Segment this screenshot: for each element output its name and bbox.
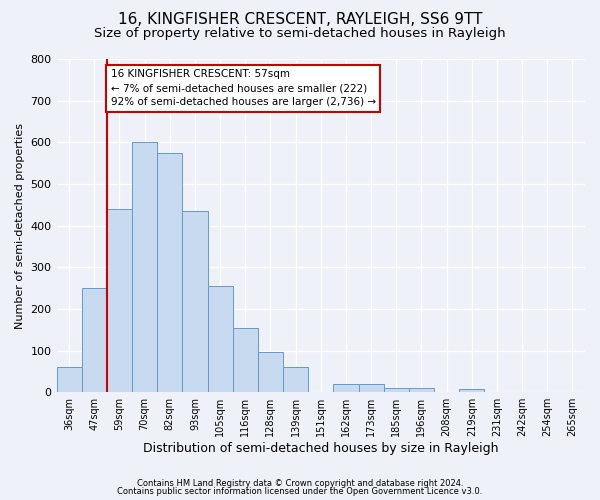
Bar [82, 288, 107, 392]
Bar [283, 367, 308, 392]
Text: 16, KINGFISHER CRESCENT, RAYLEIGH, SS6 9TT: 16, KINGFISHER CRESCENT, RAYLEIGH, SS6 9… [118, 12, 482, 28]
Bar [182, 211, 208, 392]
Text: Contains HM Land Registry data © Crown copyright and database right 2024.: Contains HM Land Registry data © Crown c… [137, 478, 463, 488]
Bar [132, 142, 157, 392]
Bar [107, 209, 132, 392]
X-axis label: Distribution of semi-detached houses by size in Rayleigh: Distribution of semi-detached houses by … [143, 442, 499, 455]
Bar [258, 352, 283, 392]
Bar [409, 388, 434, 392]
Y-axis label: Number of semi-detached properties: Number of semi-detached properties [15, 122, 25, 328]
Bar [359, 384, 383, 392]
Bar [334, 384, 359, 392]
Text: Size of property relative to semi-detached houses in Rayleigh: Size of property relative to semi-detach… [94, 28, 506, 40]
Bar [383, 388, 409, 392]
Text: Contains public sector information licensed under the Open Government Licence v3: Contains public sector information licen… [118, 487, 482, 496]
Bar [233, 328, 258, 392]
Text: 16 KINGFISHER CRESCENT: 57sqm
← 7% of semi-detached houses are smaller (222)
92%: 16 KINGFISHER CRESCENT: 57sqm ← 7% of se… [110, 70, 376, 108]
Bar [56, 367, 82, 392]
Bar [208, 286, 233, 392]
Bar [157, 152, 182, 392]
Bar [459, 389, 484, 392]
